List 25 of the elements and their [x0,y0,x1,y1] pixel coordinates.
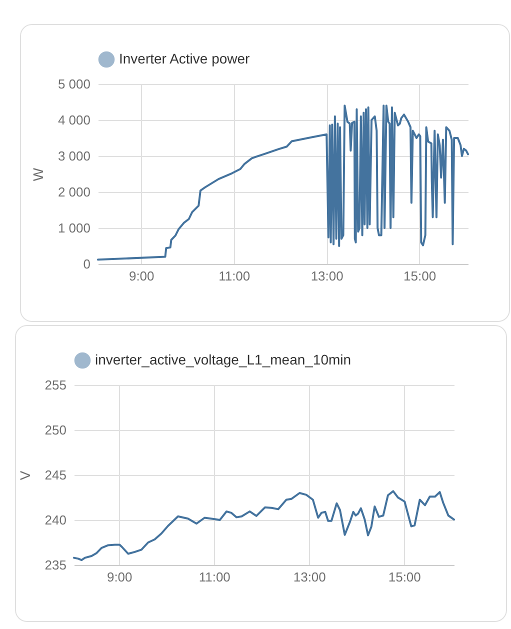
y-tick-label: 240 [44,512,66,528]
x-tick-label: 11:00 [218,268,250,284]
y-tick-label: 245 [44,468,66,482]
y-axis-title: V [16,470,33,480]
y-tick-label: 235 [44,558,66,572]
legend-label: inverter_active_voltage_L1_mean_10min [95,352,352,368]
line-series [73,490,455,562]
x-tick-label: 11:00 [198,570,230,584]
x-tick-label: 13:00 [293,570,326,584]
y-tick-label: 1 000 [58,220,90,236]
y-tick-label: 250 [44,422,66,438]
legend-label: Inverter Active power [119,50,250,66]
x-tick-label: 9:00 [128,268,154,284]
line-series [97,104,469,261]
y-tick-label: 4 000 [58,112,90,128]
x-tick-label: 9:00 [106,570,132,584]
y-tick-label: 255 [44,378,66,392]
x-tick-label: 15:00 [388,570,421,584]
y-tick-label: 0 [83,256,90,272]
y-tick-label: 5 000 [58,76,90,92]
y-axis-title: W [30,167,46,182]
x-tick-label: 15:00 [404,268,436,284]
x-tick-label: 13:00 [310,268,344,284]
y-tick-label: 2 000 [58,184,90,200]
y-tick-label: 3 000 [58,148,90,164]
